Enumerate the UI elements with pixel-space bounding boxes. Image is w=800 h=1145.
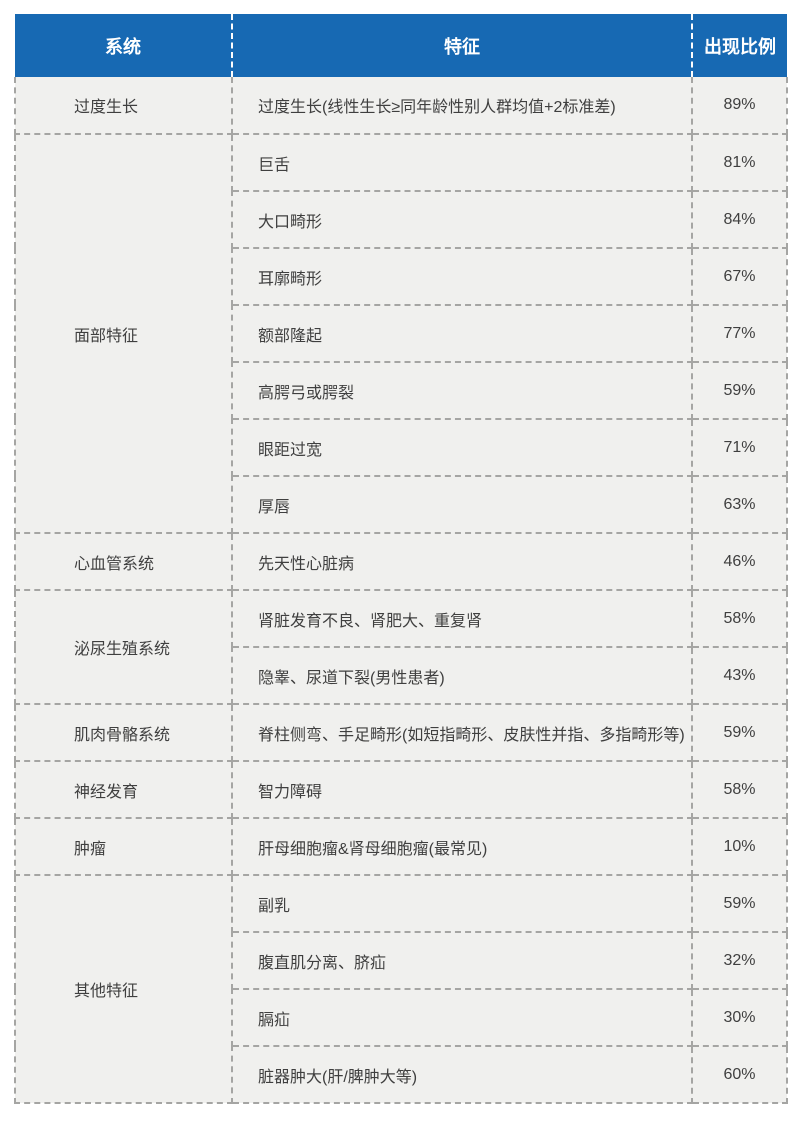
feature-cell: 腹直肌分离、脐疝 [231, 931, 693, 990]
rate-cell: 46% [691, 532, 788, 591]
rate-cell: 43% [691, 646, 788, 705]
feature-cell: 脊柱侧弯、手足畸形(如短指畸形、皮肤性并指、多指畸形等) [231, 703, 693, 762]
table-row: 膈疝 30% [15, 988, 788, 1047]
rate-cell: 71% [691, 418, 788, 477]
feature-cell: 眼距过宽 [231, 418, 693, 477]
rate-cell: 67% [691, 247, 788, 306]
rate-cell: 77% [691, 304, 788, 363]
table-row: 隐睾、尿道下裂(男性患者) 43% [15, 646, 788, 705]
feature-cell: 过度生长(线性生长≥同年龄性别人群均值+2标准差) [231, 77, 693, 135]
rate-cell: 58% [691, 760, 788, 819]
rate-cell: 10% [691, 817, 788, 876]
table-row: 眼距过宽 71% [15, 418, 788, 477]
table-header: 系统 特征 出现比例 [15, 14, 787, 77]
rate-cell: 60% [691, 1045, 788, 1104]
header-cell-rate: 出现比例 [691, 14, 787, 77]
feature-cell: 耳廓畸形 [231, 247, 693, 306]
rate-cell: 63% [691, 475, 788, 534]
system-cell: 面部特征 [14, 133, 233, 534]
table-row: 腹直肌分离、脐疝 32% [15, 931, 788, 990]
features-table: 系统 特征 出现比例 过度生长 过度生长(线性生长≥同年龄性别人群均值+2标准差… [14, 14, 788, 1104]
rate-cell: 59% [691, 703, 788, 762]
rate-cell: 30% [691, 988, 788, 1047]
system-cell: 过度生长 [14, 77, 233, 135]
rate-cell: 84% [691, 190, 788, 249]
system-cell: 其他特征 [14, 874, 233, 1104]
table-row: 心血管系统 先天性心脏病 46% [14, 532, 788, 591]
system-cell: 肌肉骨骼系统 [14, 703, 233, 762]
system-cell: 肿瘤 [14, 817, 233, 876]
feature-cell: 智力障碍 [231, 760, 693, 819]
header-row: 系统 特征 出现比例 [15, 14, 787, 77]
table-row: 脏器肿大(肝/脾肿大等) 60% [15, 1045, 788, 1104]
rate-cell: 59% [691, 874, 788, 933]
feature-cell: 额部隆起 [231, 304, 693, 363]
system-cell: 心血管系统 [14, 532, 233, 591]
table-row: 肿瘤 肝母细胞瘤&肾母细胞瘤(最常见) 10% [14, 817, 788, 876]
rate-cell: 58% [691, 589, 788, 648]
header-cell-feature: 特征 [231, 14, 692, 77]
system-cell: 泌尿生殖系统 [14, 589, 233, 705]
rate-cell: 59% [691, 361, 788, 420]
table-row: 其他特征 副乳 59% [14, 874, 788, 1104]
table-row: 泌尿生殖系统 肾脏发育不良、肾肥大、重复肾 58% [14, 589, 788, 705]
header-cell-system: 系统 [15, 14, 232, 77]
feature-cell: 高腭弓或腭裂 [231, 361, 693, 420]
rate-cell: 81% [691, 133, 788, 192]
table-row: 过度生长 过度生长(线性生长≥同年龄性别人群均值+2标准差) 89% [14, 77, 788, 135]
feature-cell: 肝母细胞瘤&肾母细胞瘤(最常见) [231, 817, 693, 876]
rate-cell: 89% [691, 77, 788, 135]
table-row: 厚唇 63% [15, 475, 788, 534]
table-row: 面部特征 巨舌 81% [14, 133, 788, 534]
feature-cell: 先天性心脏病 [231, 532, 693, 591]
table-row: 肌肉骨骼系统 脊柱侧弯、手足畸形(如短指畸形、皮肤性并指、多指畸形等) 59% [14, 703, 788, 762]
rate-cell: 32% [691, 931, 788, 990]
table-row: 大口畸形 84% [15, 190, 788, 249]
table-row: 额部隆起 77% [15, 304, 788, 363]
table-row: 耳廓畸形 67% [15, 247, 788, 306]
feature-cell: 膈疝 [231, 988, 693, 1047]
feature-cell: 副乳 [231, 874, 693, 933]
table-row: 高腭弓或腭裂 59% [15, 361, 788, 420]
system-cell: 神经发育 [14, 760, 233, 819]
feature-cell: 隐睾、尿道下裂(男性患者) [231, 646, 693, 705]
feature-cell: 脏器肿大(肝/脾肿大等) [231, 1045, 693, 1104]
feature-cell: 肾脏发育不良、肾肥大、重复肾 [231, 589, 693, 648]
feature-cell: 厚唇 [231, 475, 693, 534]
feature-cell: 大口畸形 [231, 190, 693, 249]
table-row: 神经发育 智力障碍 58% [14, 760, 788, 819]
feature-cell: 巨舌 [231, 133, 693, 192]
